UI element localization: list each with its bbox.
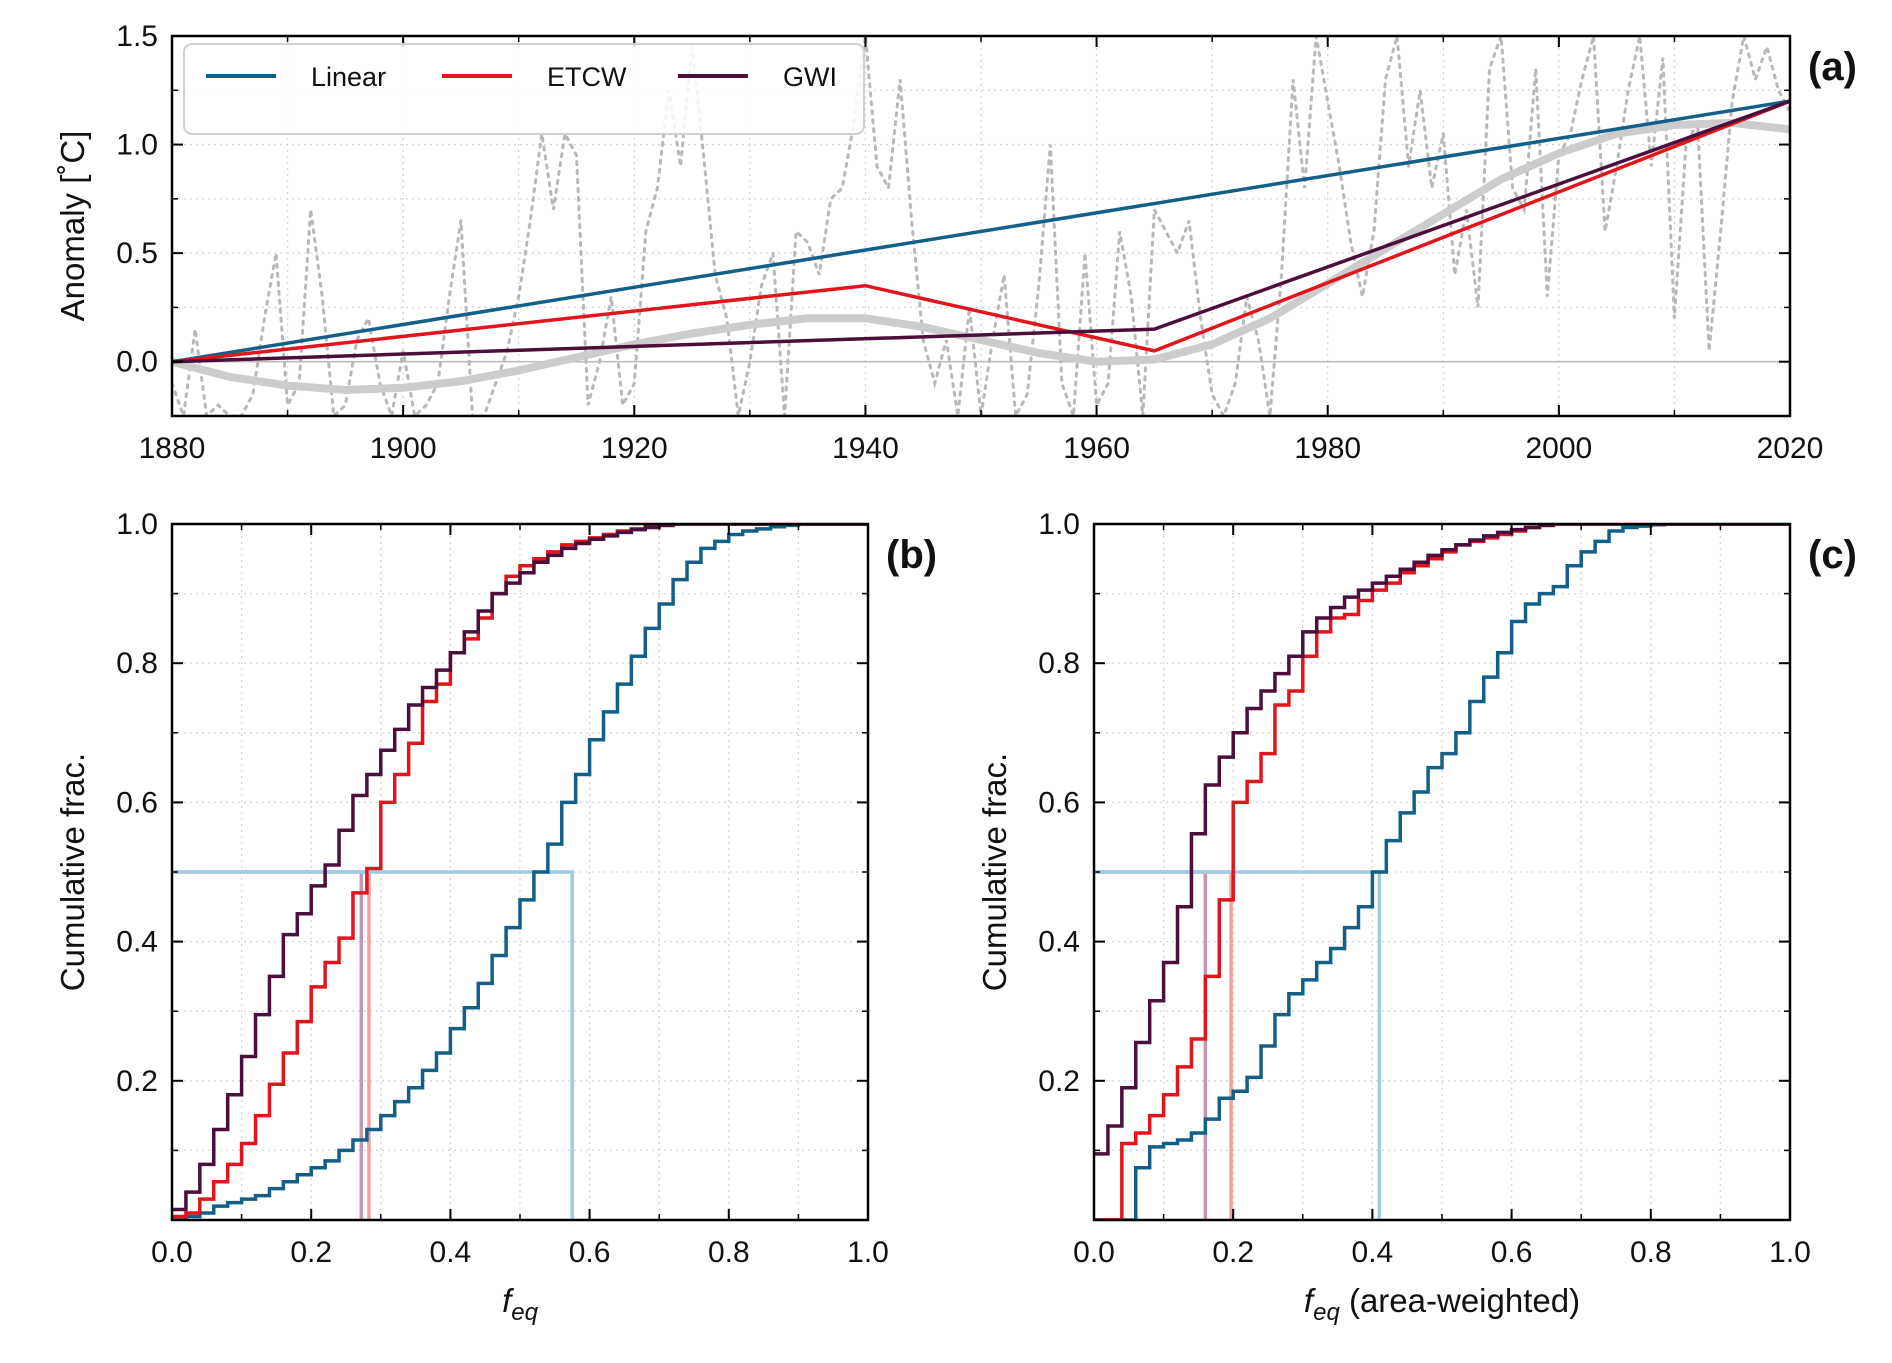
x-axis-label: feq (502, 1282, 539, 1326)
y-tick-label: 1.5 (116, 20, 158, 53)
median-guide-etcw (1094, 870, 1233, 1220)
x-tick-label: 1.0 (1769, 1236, 1811, 1269)
panel-label: (b) (886, 533, 937, 577)
x-tick-label: 0.8 (708, 1236, 750, 1269)
y-tick-label: 1.0 (116, 508, 158, 541)
x-tick-label: 1960 (1063, 432, 1130, 465)
x-tick-label: 2000 (1525, 432, 1592, 465)
x-tick-label: 1.0 (847, 1236, 889, 1269)
series-line-gwi (172, 99, 1790, 364)
y-tick-label: 0.6 (1038, 786, 1080, 819)
y-tick-label: 1.0 (116, 129, 158, 162)
y-tick-label: 0.4 (1038, 926, 1080, 959)
axes: 0.0 0.2 0.4 0.6 0.8 1.0 0.2 0.4 0.6 0.8 1.0 (1038, 508, 1811, 1269)
x-tick-label: 1940 (832, 432, 899, 465)
x-tick-label: 0.4 (430, 1236, 472, 1269)
x-tick-label: 0.6 (569, 1236, 611, 1269)
axes: 0.0 0.2 0.4 0.6 0.8 1.0 0.2 0.4 0.6 0.8 1.0 (116, 508, 889, 1269)
median-guide-linear (172, 870, 574, 1220)
x-tick-label: 0.0 (151, 1236, 193, 1269)
series-step-linear (172, 524, 868, 1220)
series-step-gwi (1094, 524, 1790, 1156)
x-tick-label: 1900 (370, 432, 437, 465)
panel-c-cumulative-area-weighted-chart: 0.0 0.2 0.4 0.6 0.8 1.0 0.2 0.4 0.6 0.8 1.0 (c) Cumu… (976, 508, 1857, 1326)
series-line-etcw (172, 99, 1790, 364)
y-tick-label: 0.0 (116, 346, 158, 379)
x-tick-label: 1980 (1294, 432, 1361, 465)
plot-frame (170, 34, 1792, 418)
x-axis-label: feq (area-weighted) (1304, 1282, 1580, 1326)
x-axis-label-suffix: (area-weighted) (1340, 1282, 1580, 1319)
x-tick-label: 2020 (1757, 432, 1824, 465)
series-line-linear (172, 99, 1790, 364)
y-tick-label: 0.4 (116, 926, 158, 959)
y-axis-label: Anomaly [˚C] (54, 131, 91, 322)
legend-label-etcw: ETCW (547, 62, 627, 92)
x-axis-label-sub: eq (1313, 1299, 1340, 1326)
smoothed-anomaly-line (172, 118, 1790, 394)
x-tick-label: 0.2 (1212, 1236, 1254, 1269)
legend-box (183, 43, 865, 135)
panel-a-anomaly-chart: 1880 1900 1920 1940 1960 1980 2000 2020 0.0 0.5 1.… (54, 20, 1857, 465)
axes: 1880 1900 1920 1940 1960 1980 2000 2020 0.0 0.5 1.… (116, 20, 1823, 465)
plot-frame (170, 522, 870, 1222)
legend: Linear ETCW GWI (183, 43, 865, 135)
panel-label: (a) (1808, 45, 1857, 89)
y-tick-label: 0.8 (116, 647, 158, 680)
x-tick-label: 0.4 (1352, 1236, 1394, 1269)
y-tick-label: 0.2 (1038, 1065, 1080, 1098)
y-tick-label: 0.8 (1038, 647, 1080, 680)
x-tick-label: 0.6 (1491, 1236, 1533, 1269)
x-tick-label: 1880 (139, 432, 206, 465)
x-tick-label: 0.2 (290, 1236, 332, 1269)
legend-label-gwi: GWI (783, 62, 837, 92)
series-step-linear (1094, 524, 1790, 1220)
x-axis-label-sub: eq (511, 1299, 538, 1326)
plot-area (172, 524, 868, 1220)
y-tick-label: 1.0 (1038, 508, 1080, 541)
plot-area (172, 36, 1790, 416)
y-tick-label: 0.2 (116, 1065, 158, 1098)
y-tick-label: 0.6 (116, 786, 158, 819)
y-tick-label: 0.5 (116, 237, 158, 270)
plot-frame (1092, 522, 1792, 1222)
x-tick-label: 0.8 (1630, 1236, 1672, 1269)
panel-label: (c) (1808, 533, 1857, 577)
y-axis-label: Cumulative frac. (976, 753, 1013, 991)
x-tick-label: 0.0 (1073, 1236, 1115, 1269)
panel-b-cumulative-chart: 0.0 0.2 0.4 0.6 0.8 1.0 0.2 0.4 0.6 0.8 1.0 (b) Cumu… (54, 508, 937, 1326)
y-axis-label: Cumulative frac. (54, 753, 91, 991)
legend-label-linear: Linear (311, 62, 386, 92)
x-tick-label: 1920 (601, 432, 668, 465)
plot-area (1094, 524, 1790, 1220)
